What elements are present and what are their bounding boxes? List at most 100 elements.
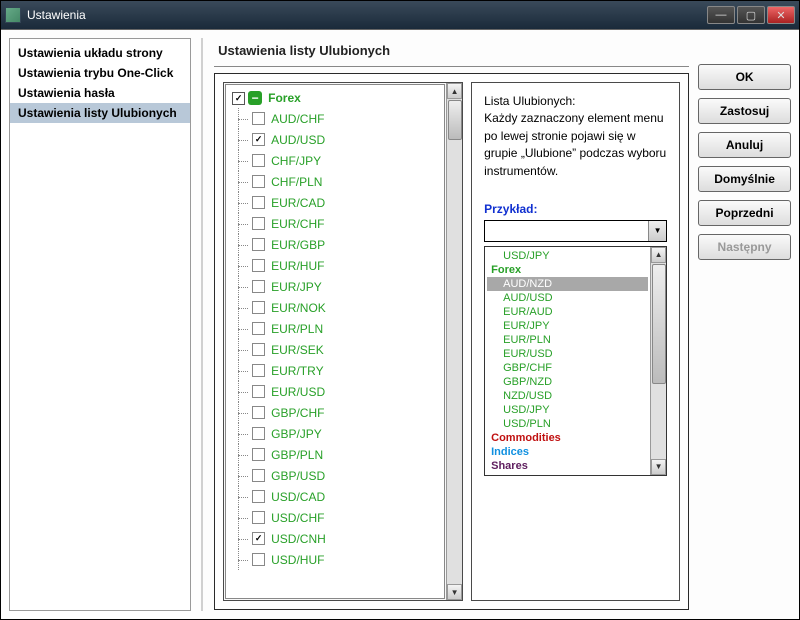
checkbox-icon[interactable] xyxy=(252,553,265,566)
tree-item-label: CHF/PLN xyxy=(271,175,322,189)
tree-item[interactable]: GBP/JPY xyxy=(244,423,440,444)
checkbox-icon[interactable] xyxy=(252,322,265,335)
scroll-down-icon[interactable]: ▼ xyxy=(447,584,462,600)
example-combobox[interactable]: ▼ xyxy=(484,220,667,242)
dropdown-item[interactable]: AUD/USD xyxy=(487,291,648,305)
sidebar-item[interactable]: Ustawienia listy Ulubionych xyxy=(10,103,190,123)
panel-frame: −ForexAUD/CHFAUD/USDCHF/JPYCHF/PLNEUR/CA… xyxy=(214,73,689,610)
sidebar-item[interactable]: Ustawienia układu strony xyxy=(10,43,190,63)
checkbox-icon[interactable] xyxy=(232,92,245,105)
tree-item[interactable]: EUR/NOK xyxy=(244,297,440,318)
titlebar[interactable]: Ustawienia — ▢ ✕ xyxy=(1,1,799,29)
tree-item[interactable]: AUD/CHF xyxy=(244,108,440,129)
tree-item[interactable]: EUR/CAD xyxy=(244,192,440,213)
tree-item-label: AUD/USD xyxy=(271,133,325,147)
dropdown-item[interactable]: AUD/NZD xyxy=(487,277,648,291)
default-button[interactable]: Domyślnie xyxy=(698,166,791,192)
minimize-button[interactable]: — xyxy=(707,6,735,24)
checkbox-icon[interactable] xyxy=(252,154,265,167)
tree-item[interactable]: GBP/PLN xyxy=(244,444,440,465)
scroll-thumb[interactable] xyxy=(448,100,462,140)
example-combo-input[interactable] xyxy=(485,221,648,241)
scroll-up-icon[interactable]: ▲ xyxy=(651,247,666,263)
dropdown-list[interactable]: USD/JPYForexAUD/NZDAUD/USDEUR/AUDEUR/JPY… xyxy=(485,247,650,475)
tree-item[interactable]: EUR/JPY xyxy=(244,276,440,297)
dropdown-group-header[interactable]: Indices xyxy=(487,445,648,459)
tree-item[interactable]: AUD/USD xyxy=(244,129,440,150)
dropdown-item[interactable]: USD/JPY xyxy=(487,249,648,263)
scroll-up-icon[interactable]: ▲ xyxy=(447,83,462,99)
tree-item[interactable]: EUR/USD xyxy=(244,381,440,402)
sidebar-item[interactable]: Ustawienia hasła xyxy=(10,83,190,103)
checkbox-icon[interactable] xyxy=(252,301,265,314)
collapse-icon[interactable]: − xyxy=(248,91,262,105)
dropdown-group-header[interactable]: Forex xyxy=(487,263,648,277)
close-button[interactable]: ✕ xyxy=(767,6,795,24)
tree-item[interactable]: EUR/CHF xyxy=(244,213,440,234)
example-label: Przykład: xyxy=(484,202,667,216)
tree-item[interactable]: EUR/HUF xyxy=(244,255,440,276)
tree-item[interactable]: EUR/PLN xyxy=(244,318,440,339)
checkbox-icon[interactable] xyxy=(252,490,265,503)
tree-item-label: EUR/CAD xyxy=(271,196,325,210)
cancel-button[interactable]: Anuluj xyxy=(698,132,791,158)
previous-button[interactable]: Poprzedni xyxy=(698,200,791,226)
maximize-button[interactable]: ▢ xyxy=(737,6,765,24)
tree-scrollbar[interactable]: ▲ ▼ xyxy=(446,83,462,600)
next-button[interactable]: Następny xyxy=(698,234,791,260)
checkbox-icon[interactable] xyxy=(252,259,265,272)
app-icon xyxy=(5,7,21,23)
vertical-splitter[interactable] xyxy=(201,38,203,611)
ok-button[interactable]: OK xyxy=(698,64,791,90)
tree-item[interactable]: USD/HUF xyxy=(244,549,440,570)
checkbox-icon[interactable] xyxy=(252,112,265,125)
info-text: Lista Ulubionych:Każdy zaznaczony elemen… xyxy=(484,93,667,180)
sidebar-item[interactable]: Ustawienia trybu One-Click xyxy=(10,63,190,83)
tree-item-label: EUR/USD xyxy=(271,385,325,399)
checkbox-icon[interactable] xyxy=(252,217,265,230)
checkbox-icon[interactable] xyxy=(252,511,265,524)
dropdown-item[interactable]: EUR/PLN xyxy=(487,333,648,347)
checkbox-icon[interactable] xyxy=(252,532,265,545)
checkbox-icon[interactable] xyxy=(252,385,265,398)
favorites-tree: −Forex AUD/CHF AUD/USD CHF/JPY CHF/PLN EUR/CA… xyxy=(225,84,445,599)
tree-item[interactable]: GBP/USD xyxy=(244,465,440,486)
dropdown-item[interactable]: EUR/AUD xyxy=(487,305,648,319)
checkbox-icon[interactable] xyxy=(252,238,265,251)
example-dropdown: USD/JPYForexAUD/NZDAUD/USDEUR/AUDEUR/JPY… xyxy=(484,246,667,476)
dropdown-item[interactable]: NZD/USD xyxy=(487,389,648,403)
checkbox-icon[interactable] xyxy=(252,175,265,188)
dropdown-item[interactable]: GBP/CHF xyxy=(487,361,648,375)
scroll-thumb[interactable] xyxy=(652,264,666,384)
tree-item[interactable]: USD/CNH xyxy=(244,528,440,549)
checkbox-icon[interactable] xyxy=(252,343,265,356)
dropdown-item[interactable]: USD/PLN xyxy=(487,417,648,431)
checkbox-icon[interactable] xyxy=(252,406,265,419)
tree-item[interactable]: EUR/GBP xyxy=(244,234,440,255)
tree-item[interactable]: CHF/PLN xyxy=(244,171,440,192)
tree-item[interactable]: EUR/TRY xyxy=(244,360,440,381)
checkbox-icon[interactable] xyxy=(252,364,265,377)
dropdown-scrollbar[interactable]: ▲ ▼ xyxy=(650,247,666,475)
tree-item[interactable]: USD/CAD xyxy=(244,486,440,507)
dropdown-item[interactable]: USD/JPY xyxy=(487,403,648,417)
dropdown-group-header[interactable]: Shares xyxy=(487,459,648,473)
tree-item[interactable]: CHF/JPY xyxy=(244,150,440,171)
dropdown-item[interactable]: GBP/NZD xyxy=(487,375,648,389)
tree-root[interactable]: −Forex xyxy=(232,91,440,105)
checkbox-icon[interactable] xyxy=(252,280,265,293)
checkbox-icon[interactable] xyxy=(252,427,265,440)
tree-item[interactable]: GBP/CHF xyxy=(244,402,440,423)
checkbox-icon[interactable] xyxy=(252,133,265,146)
apply-button[interactable]: Zastosuj xyxy=(698,98,791,124)
dropdown-group-header[interactable]: Commodities xyxy=(487,431,648,445)
checkbox-icon[interactable] xyxy=(252,196,265,209)
tree-item[interactable]: EUR/SEK xyxy=(244,339,440,360)
dropdown-item[interactable]: EUR/JPY xyxy=(487,319,648,333)
chevron-down-icon[interactable]: ▼ xyxy=(648,221,666,241)
checkbox-icon[interactable] xyxy=(252,448,265,461)
dropdown-item[interactable]: EUR/USD xyxy=(487,347,648,361)
scroll-down-icon[interactable]: ▼ xyxy=(651,459,666,475)
tree-item[interactable]: USD/CHF xyxy=(244,507,440,528)
checkbox-icon[interactable] xyxy=(252,469,265,482)
